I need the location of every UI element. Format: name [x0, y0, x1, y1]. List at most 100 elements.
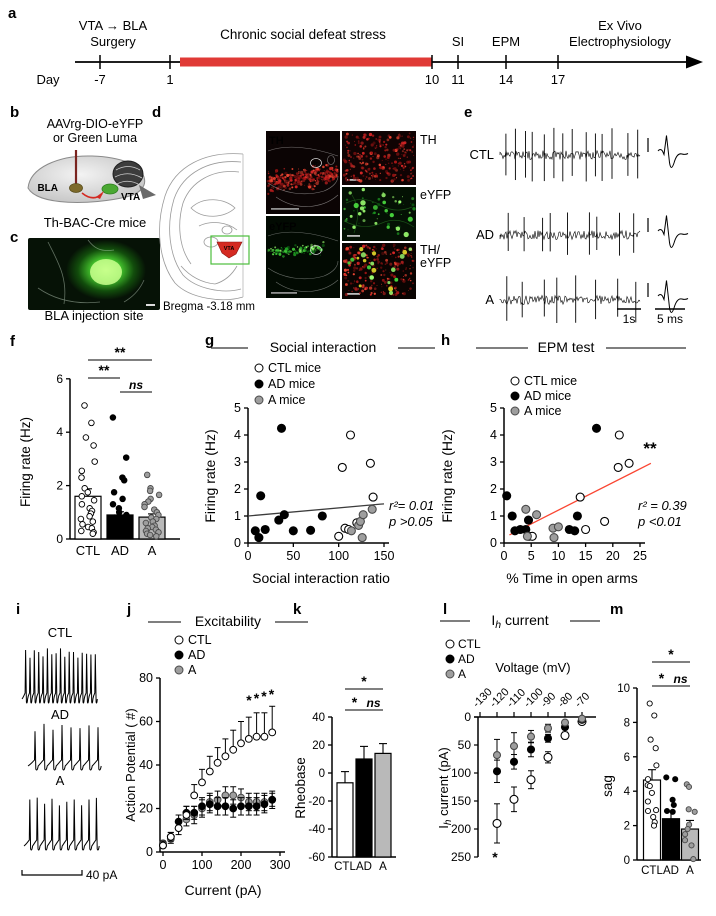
svg-text:CTL mice: CTL mice — [268, 361, 321, 375]
svg-text:50: 50 — [286, 549, 300, 563]
svg-text:10: 10 — [551, 549, 565, 563]
svg-text:TH: TH — [269, 135, 284, 147]
regression-line — [247, 503, 385, 517]
panel-e-label: e — [464, 104, 473, 121]
svg-text:A mice: A mice — [524, 404, 562, 418]
svg-text:CTL: CTL — [188, 633, 212, 647]
firing-rate-bar-chart: 0 2 4 6 CTL AD A ** ** ns Firing rate (Hz) — [18, 344, 180, 558]
panel-b-virus-label: AAVrg-DIO-eYFP or Green Luma — [25, 117, 165, 145]
svg-text:Surgery: Surgery — [90, 34, 136, 49]
significance-marks: ** ** ns — [88, 344, 152, 393]
svg-text:r² = 0.39: r² = 0.39 — [638, 498, 687, 513]
svg-text:p >0.05: p >0.05 — [388, 514, 434, 529]
mouse-brain-schematic: BLA VTA — [27, 150, 156, 203]
svg-text:Firing rate (Hz): Firing rate (Hz) — [18, 417, 33, 507]
svg-text:AD: AD — [111, 543, 129, 558]
svg-text:A: A — [379, 861, 387, 873]
svg-text:3: 3 — [234, 455, 241, 469]
svg-text:EPM test: EPM test — [538, 339, 595, 355]
svg-text:0: 0 — [160, 858, 167, 872]
ap-train-traces: CTL AD A 40 pA — [21, 625, 117, 882]
svg-text:Excitability: Excitability — [195, 613, 261, 629]
svg-text:*: * — [269, 686, 275, 702]
svg-text:0: 0 — [56, 532, 63, 546]
th-staining-zoom-image — [342, 131, 416, 185]
svg-text:sag: sag — [600, 775, 615, 797]
svg-text:fr: fr — [314, 162, 318, 168]
injection-site-caption: BLA injection site — [44, 308, 144, 323]
data-points — [644, 700, 698, 863]
svg-text:Ih current (pA): Ih current (pA) — [436, 747, 454, 828]
svg-text:250: 250 — [451, 850, 471, 864]
svg-text:8: 8 — [624, 717, 630, 729]
legend: CTL mice AD mice A mice — [254, 361, 321, 407]
svg-text:11: 11 — [451, 72, 465, 87]
svg-text:Firing rate (Hz): Firing rate (Hz) — [439, 429, 455, 522]
svg-text:2: 2 — [624, 821, 630, 833]
sag-bar-chart: 0 2 4 6 8 10 CTL AD A ** ns sag — [600, 646, 701, 877]
eyfp-staining-zoom-image — [342, 187, 416, 241]
svg-text:0: 0 — [146, 845, 153, 859]
svg-text:**: ** — [643, 439, 657, 458]
svg-text:**: ** — [99, 362, 110, 378]
svg-text:6: 6 — [624, 752, 630, 764]
svg-text:CTL: CTL — [76, 543, 101, 558]
panel-b-label: b — [10, 104, 20, 121]
micrograph — [342, 131, 416, 185]
svg-text:CTL mice: CTL mice — [524, 374, 577, 388]
virus-line2: or Green Luma — [52, 131, 138, 145]
micrograph: fr eYFP — [266, 216, 340, 298]
th-staining-overview-image: fr TH — [266, 131, 340, 214]
firing-traces-panel: CTL AD A 1s 5 ms — [469, 127, 689, 326]
svg-text:17: 17 — [551, 72, 565, 87]
svg-text:Electrophysiology: Electrophysiology — [569, 34, 671, 49]
svg-text:2: 2 — [490, 482, 497, 496]
panel-i-label: i — [16, 601, 21, 618]
svg-text:0: 0 — [490, 536, 497, 550]
panel-g-label: g — [205, 332, 215, 349]
panel-m-label: m — [610, 601, 624, 618]
svg-text:CTL: CTL — [334, 861, 356, 873]
svg-text:40: 40 — [312, 712, 325, 724]
bars — [336, 743, 392, 858]
svg-text:20: 20 — [139, 802, 153, 816]
cerebellum — [112, 160, 144, 188]
svg-text:EPM: EPM — [492, 34, 520, 49]
svg-text:Rheobase: Rheobase — [293, 757, 308, 819]
svg-text:VTA: VTA — [224, 246, 235, 252]
panel-f-label: f — [10, 333, 15, 350]
svg-text:VTA: VTA — [121, 192, 140, 203]
svg-text:*: * — [254, 690, 260, 706]
svg-text:AD: AD — [356, 861, 372, 873]
svg-text:A: A — [56, 773, 65, 788]
svg-text:4: 4 — [234, 428, 241, 442]
svg-text:*: * — [659, 670, 665, 686]
svg-text:-40: -40 — [308, 824, 325, 836]
svg-text:A mice: A mice — [268, 393, 306, 407]
svg-text:1: 1 — [234, 509, 241, 523]
svg-text:CTL: CTL — [469, 147, 494, 162]
panel-l-label: l — [443, 601, 448, 618]
right-label-eyfp: eYFP — [420, 188, 452, 202]
svg-text:AD: AD — [51, 707, 69, 722]
svg-text:Social interaction: Social interaction — [270, 339, 377, 355]
svg-text:15: 15 — [579, 549, 593, 563]
projection-arrow — [81, 191, 104, 199]
svg-text:5: 5 — [234, 401, 241, 415]
svg-text:AD: AD — [458, 652, 475, 666]
panel-h-label: h — [441, 332, 451, 349]
svg-text:*: * — [492, 849, 498, 865]
svg-text:AD: AD — [476, 227, 494, 242]
svg-text:*: * — [361, 673, 367, 689]
spike-waveform — [657, 280, 689, 313]
svg-text:5 ms: 5 ms — [657, 312, 683, 326]
svg-text:*: * — [668, 646, 674, 662]
rheobase-bar-chart: 40 20 0 -20 -40 -60 CTL AD A ** ns Rheobase — [293, 673, 396, 873]
svg-text:A: A — [458, 667, 466, 681]
